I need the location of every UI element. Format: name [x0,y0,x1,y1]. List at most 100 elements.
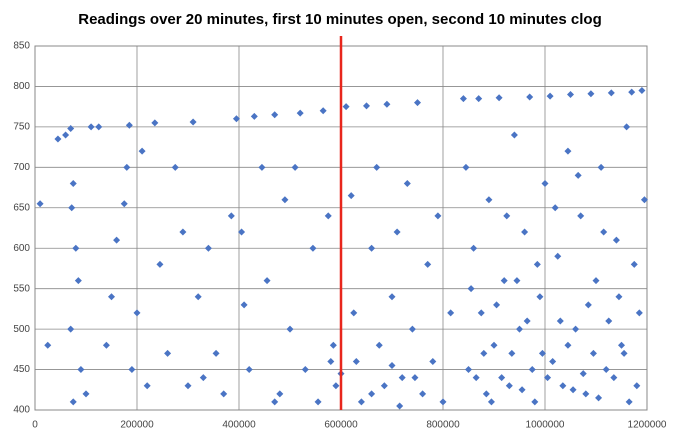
data-point [411,374,419,382]
data-point [579,370,587,378]
data-point [618,341,625,349]
data-point [245,366,253,374]
data-point [587,90,595,98]
data-point [232,115,240,123]
data-point [396,402,404,410]
data-point [151,119,159,127]
data-point [380,382,388,390]
y-tick-label: 800 [13,81,30,92]
data-point [403,180,411,188]
data-point [352,357,360,365]
data-point [544,374,552,382]
data-point [538,349,546,357]
data-point [462,163,470,171]
data-point [408,325,416,333]
data-point [286,325,294,333]
y-tick-label: 750 [13,122,30,133]
data-point [375,341,383,349]
data-point [319,107,327,115]
data-point [133,309,141,317]
data-point [485,196,493,204]
data-point [194,293,202,301]
data-point [276,390,284,398]
data-point [74,277,82,285]
data-point [528,366,536,374]
data-point [620,349,628,357]
x-tick-label: 0 [32,420,38,431]
data-point [582,390,590,398]
data-point [559,382,567,390]
data-point [125,121,133,129]
data-point [526,93,534,101]
data-point [531,398,539,406]
x-tick-label: 400000 [222,420,256,431]
data-point [510,131,518,139]
y-tick-label: 650 [13,202,30,213]
data-point [459,95,467,103]
data-point [227,212,235,220]
y-tick-label: 550 [13,283,30,294]
data-point [342,103,350,111]
data-point [477,309,485,317]
y-tick-label: 600 [13,243,30,254]
data-point [138,147,146,155]
data-point [610,374,618,382]
data-point [490,341,498,349]
y-tick-label: 400 [13,405,30,416]
data-point [357,398,365,406]
data-point [156,260,164,268]
data-point [68,204,76,212]
data-point [171,163,179,171]
data-point [623,123,631,131]
data-point [212,349,220,357]
data-point [72,244,80,252]
data-point [263,277,271,285]
data-point [630,260,638,268]
data-point [564,147,572,155]
data-point [128,366,136,374]
data-point [508,349,516,357]
data-point [513,277,521,285]
data-point [271,398,279,406]
data-point [189,118,197,126]
data-point [388,293,396,301]
data-point [350,309,358,317]
data-point [238,228,246,236]
data-point [500,277,508,285]
data-point [505,382,513,390]
data-point [143,382,151,390]
data-point [480,349,488,357]
data-point [638,86,646,94]
data-point [605,317,613,325]
data-point [388,362,396,370]
data-point [296,109,304,117]
data-point [640,196,648,204]
data-point [69,398,77,406]
data-point [503,212,511,220]
data-point [347,192,355,200]
data-point [164,349,172,357]
data-point [329,341,337,349]
y-tick-label: 850 [13,41,30,52]
data-point [309,244,317,252]
data-point [487,398,495,406]
data-point [291,163,299,171]
data-point [393,228,401,236]
data-point [82,390,90,398]
data-point [628,88,636,96]
data-point [77,366,85,374]
x-tick-label: 600000 [324,420,358,431]
data-point [472,374,480,382]
data-point [383,100,391,108]
data-point [314,398,322,406]
data-point [54,135,62,143]
data-point [120,200,128,208]
data-point [281,196,289,204]
data-point [567,91,574,99]
data-point [123,163,131,171]
data-point [67,325,75,333]
data-point [597,163,605,171]
x-tick-label: 200000 [120,420,154,431]
data-point [271,111,279,119]
